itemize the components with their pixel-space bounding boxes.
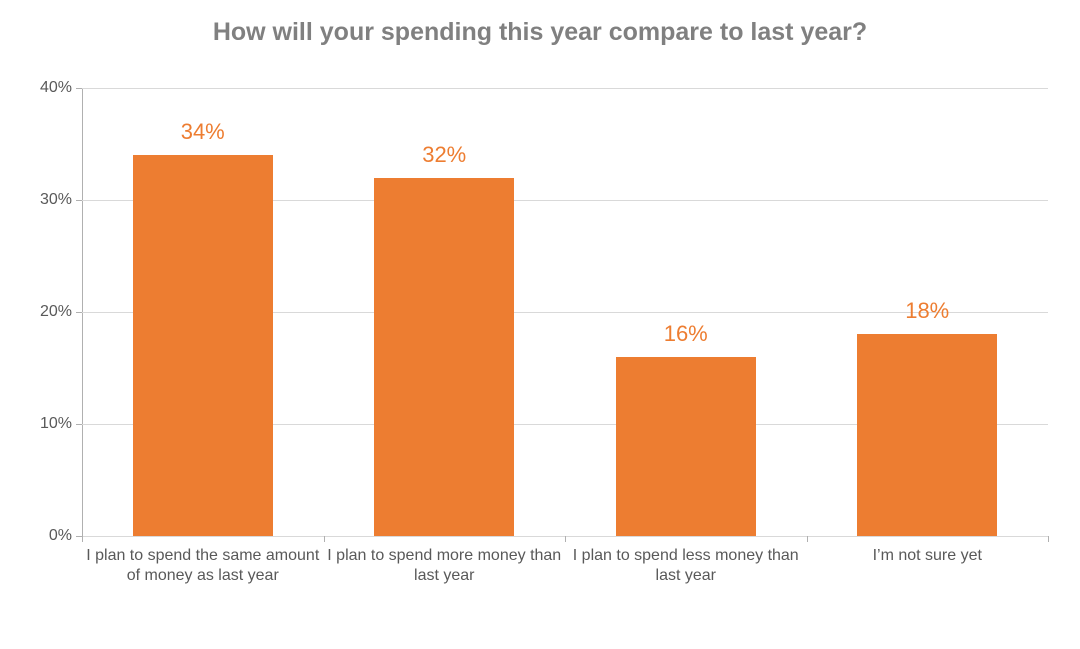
bar-value-3: 18% (857, 298, 997, 324)
bar-3: 18% (857, 334, 997, 536)
bar-value-0: 34% (133, 119, 273, 145)
x-tick-mark-4 (1048, 536, 1049, 542)
y-tick-2: 20% (40, 303, 82, 321)
x-label-1: I plan to spend more money than last yea… (324, 536, 566, 586)
x-label-2: I plan to spend less money than last yea… (565, 536, 807, 586)
y-tick-4: 40% (40, 79, 82, 97)
bar-1: 32% (374, 178, 514, 536)
bar-value-1: 32% (374, 142, 514, 168)
y-tick-0: 0% (49, 527, 82, 545)
spending-chart: How will your spending this year compare… (0, 0, 1080, 649)
bar-0: 34% (133, 155, 273, 536)
chart-title: How will your spending this year compare… (0, 18, 1080, 47)
x-label-0: I plan to spend the same amount of money… (82, 536, 324, 586)
bar-value-2: 16% (616, 321, 756, 347)
gridline-4 (82, 88, 1048, 89)
x-label-3: I’m not sure yet (807, 536, 1049, 566)
plot-area: 0% 10% 20% 30% 40% 34% 32% 16% 18% (82, 88, 1048, 536)
y-tick-1: 10% (40, 415, 82, 433)
y-tick-3: 30% (40, 191, 82, 209)
bar-2: 16% (616, 357, 756, 536)
